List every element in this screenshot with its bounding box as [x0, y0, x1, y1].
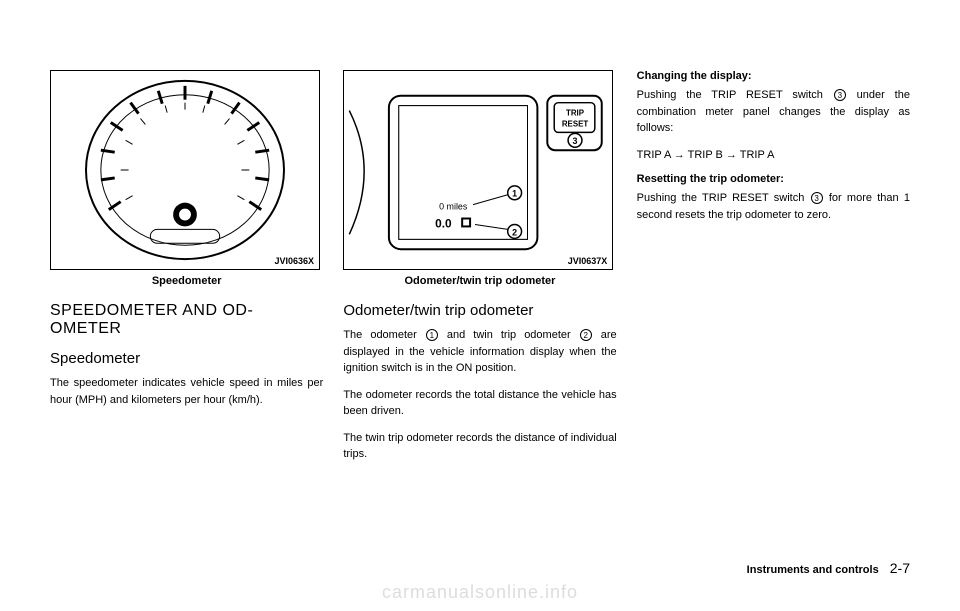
section-heading-1: SPEEDOMETER AND OD-OMETER: [50, 302, 323, 338]
speedometer-figure: JVI0636X: [50, 70, 320, 270]
text-fragment: and twin trip odometer: [439, 329, 579, 341]
page-footer: Instruments and controls 2-7: [747, 560, 910, 576]
paragraph-odometer-2: The odometer records the total distance …: [343, 387, 616, 420]
heading-resetting: Resetting the trip odometer:: [637, 173, 910, 185]
text-fragment: Pushing the TRIP RESET switch: [637, 192, 810, 204]
svg-text:1: 1: [512, 189, 517, 199]
svg-text:RESET: RESET: [562, 119, 589, 128]
display-miles-text: 0 miles: [439, 202, 468, 212]
callout-3-inline: 3: [834, 89, 846, 101]
watermark: carmanualsonline.info: [382, 582, 578, 603]
paragraph-resetting-1: Pushing the TRIP RESET switch 3 for more…: [637, 190, 910, 223]
display-trip-text: 0.0: [435, 216, 452, 230]
callout-3-inline-b: 3: [811, 192, 823, 204]
figure-caption-2: Odometer/twin trip odometer: [343, 275, 616, 287]
column-2: 0 miles 0.0 1 2 TRIP RESET 3 JVI0637X Od…: [343, 70, 616, 473]
svg-text:TRIP: TRIP: [566, 109, 584, 118]
column-1: JVI0636X Speedometer SPEEDOMETER AND OD-…: [50, 70, 323, 473]
text-fragment: The odometer: [343, 329, 425, 341]
paragraph-speedometer: The speedometer indicates vehicle speed …: [50, 375, 323, 408]
footer-page-number: 2-7: [890, 560, 910, 576]
figure-caption-1: Speedometer: [50, 275, 323, 287]
text-fragment: Pushing the TRIP RESET switch: [637, 89, 833, 101]
paragraph-changing-1: Pushing the TRIP RESET switch 3 under th…: [637, 87, 910, 137]
odometer-illustration: 0 miles 0.0 1 2 TRIP RESET 3: [344, 71, 612, 269]
callout-2-inline: 2: [580, 329, 592, 341]
footer-section: Instruments and controls: [747, 564, 879, 576]
odometer-figure: 0 miles 0.0 1 2 TRIP RESET 3 JVI0637X: [343, 70, 613, 270]
figure-code-2: JVI0637X: [568, 256, 608, 266]
paragraph-trip-sequence: TRIP A → TRIP B → TRIP A: [637, 147, 910, 164]
callout-1-inline: 1: [426, 329, 438, 341]
heading-changing-display: Changing the display:: [637, 70, 910, 82]
sub-heading-odometer: Odometer/twin trip odometer: [343, 302, 616, 319]
sub-heading-speedometer: Speedometer: [50, 350, 323, 367]
svg-text:3: 3: [573, 136, 578, 146]
page-columns: JVI0636X Speedometer SPEEDOMETER AND OD-…: [50, 70, 910, 473]
figure-code-1: JVI0636X: [274, 256, 314, 266]
svg-text:2: 2: [512, 227, 517, 237]
paragraph-odometer-3: The twin trip odometer records the dista…: [343, 430, 616, 463]
paragraph-odometer-1: The odometer 1 and twin trip odometer 2 …: [343, 327, 616, 377]
column-3: Changing the display: Pushing the TRIP R…: [637, 70, 910, 473]
speedometer-illustration: [51, 71, 319, 269]
